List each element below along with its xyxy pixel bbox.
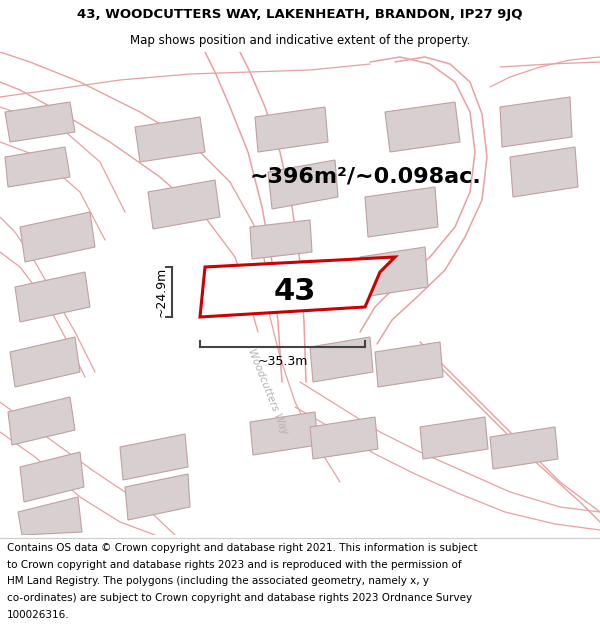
Polygon shape [310,337,373,382]
Polygon shape [250,412,318,455]
Polygon shape [18,497,82,535]
Polygon shape [490,427,558,469]
Text: co-ordinates) are subject to Crown copyright and database rights 2023 Ordnance S: co-ordinates) are subject to Crown copyr… [7,593,472,603]
Polygon shape [10,337,80,387]
Text: HM Land Registry. The polygons (including the associated geometry, namely x, y: HM Land Registry. The polygons (includin… [7,576,429,586]
Polygon shape [310,417,378,459]
Polygon shape [375,342,443,387]
Polygon shape [365,187,438,237]
Text: 43: 43 [274,278,316,306]
Polygon shape [255,107,328,152]
Text: ~396m²/~0.098ac.: ~396m²/~0.098ac. [249,167,481,187]
Polygon shape [5,102,75,142]
Polygon shape [5,147,70,187]
Text: 100026316.: 100026316. [7,610,70,620]
Polygon shape [8,397,75,445]
Polygon shape [252,260,315,307]
Polygon shape [15,272,90,322]
Text: ~24.9m: ~24.9m [155,267,168,317]
Polygon shape [250,220,312,259]
Polygon shape [420,417,488,459]
Polygon shape [135,117,205,162]
Text: Woodcutters Way: Woodcutters Way [246,348,290,436]
Polygon shape [200,257,395,317]
Text: Map shows position and indicative extent of the property.: Map shows position and indicative extent… [130,34,470,46]
Polygon shape [360,247,428,297]
Polygon shape [268,160,338,209]
Polygon shape [20,452,84,502]
Polygon shape [125,474,190,520]
Polygon shape [385,102,460,152]
Polygon shape [500,97,572,147]
Polygon shape [148,180,220,229]
Polygon shape [120,434,188,480]
Polygon shape [20,212,95,262]
Text: to Crown copyright and database rights 2023 and is reproduced with the permissio: to Crown copyright and database rights 2… [7,560,462,570]
Text: ~35.3m: ~35.3m [257,355,308,368]
Text: 43, WOODCUTTERS WAY, LAKENHEATH, BRANDON, IP27 9JQ: 43, WOODCUTTERS WAY, LAKENHEATH, BRANDON… [77,8,523,21]
Polygon shape [510,147,578,197]
Text: Contains OS data © Crown copyright and database right 2021. This information is : Contains OS data © Crown copyright and d… [7,543,478,553]
